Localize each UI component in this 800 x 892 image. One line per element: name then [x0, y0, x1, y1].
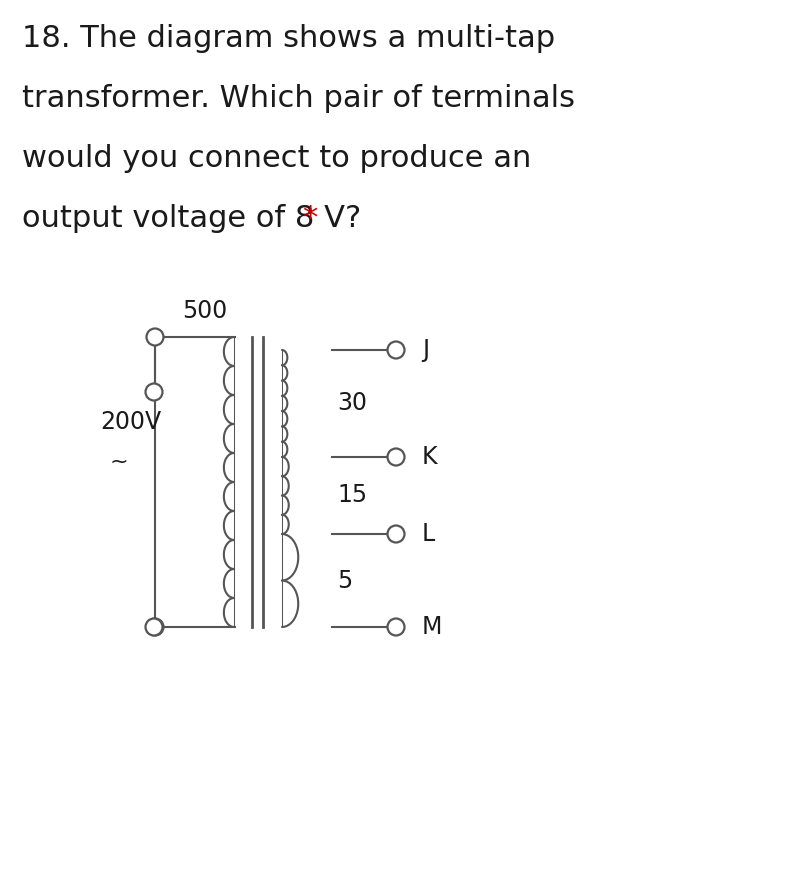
Text: 18. The diagram shows a multi-tap: 18. The diagram shows a multi-tap [22, 24, 555, 53]
Text: L: L [422, 522, 435, 546]
Text: J: J [422, 338, 429, 362]
Circle shape [146, 618, 163, 635]
Circle shape [387, 618, 405, 635]
Text: 5: 5 [337, 568, 352, 592]
Text: K: K [422, 445, 438, 469]
Text: M: M [422, 615, 442, 639]
Text: 500: 500 [182, 299, 228, 323]
Circle shape [387, 449, 405, 466]
Text: 15: 15 [337, 483, 367, 508]
Circle shape [387, 342, 405, 359]
Circle shape [146, 384, 162, 401]
Text: output voltage of 8 V?: output voltage of 8 V? [22, 204, 371, 233]
Text: 200V: 200V [100, 410, 161, 434]
Text: would you connect to produce an: would you connect to produce an [22, 144, 531, 173]
Text: ~: ~ [110, 452, 129, 472]
Circle shape [146, 618, 162, 635]
Circle shape [146, 328, 163, 345]
Text: *: * [302, 204, 318, 233]
Text: transformer. Which pair of terminals: transformer. Which pair of terminals [22, 84, 575, 113]
Text: 30: 30 [337, 392, 367, 416]
Circle shape [387, 525, 405, 542]
